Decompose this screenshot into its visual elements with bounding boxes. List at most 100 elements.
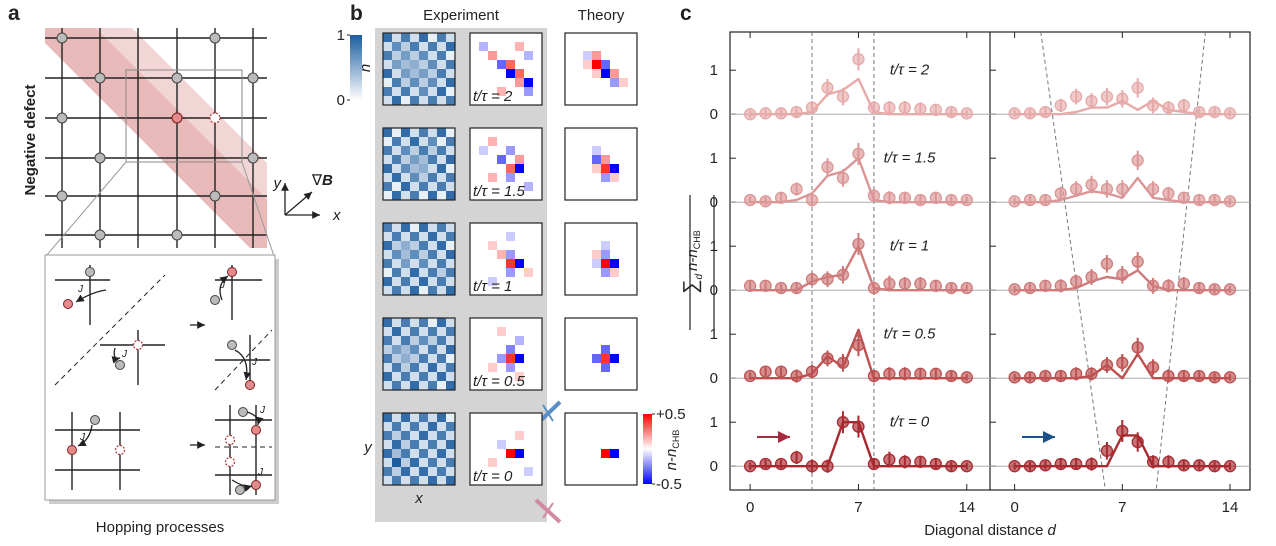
- density-cell: [410, 327, 420, 337]
- density-cell: [410, 173, 420, 183]
- density-cell: [383, 363, 393, 373]
- density-cell: [383, 78, 393, 88]
- density-cell: [428, 223, 438, 233]
- data-point: [1177, 369, 1190, 383]
- data-point: [1100, 444, 1114, 457]
- density-cell: [419, 146, 429, 156]
- data-point: [805, 193, 819, 207]
- density-cell: [428, 363, 438, 373]
- lattice-part: [171, 112, 183, 124]
- density-cell: [401, 69, 411, 79]
- density-cell: [410, 69, 420, 79]
- data-point: [1039, 369, 1052, 383]
- data-point: [1085, 270, 1098, 284]
- density-cell: [437, 182, 447, 192]
- x-axis-label: Diagonal distance d: [924, 522, 1056, 539]
- theory-cell: [592, 69, 601, 78]
- density-cell: [410, 440, 420, 450]
- difference-cell: [515, 42, 524, 51]
- difference-cell: [488, 363, 497, 372]
- data-point: [1162, 455, 1175, 468]
- density-cell: [419, 128, 429, 138]
- density-cell: [446, 467, 456, 477]
- data-point: [945, 460, 958, 473]
- hopping-diagrams-part: [235, 485, 245, 495]
- data-point: [743, 108, 757, 121]
- hopping-diagrams-part: [246, 411, 264, 426]
- density-cell: [392, 223, 402, 233]
- y-tick-label: 1: [710, 414, 718, 431]
- data-point: [790, 451, 803, 464]
- colorbar-tick-label: 0: [337, 92, 345, 109]
- data-point: [1131, 435, 1144, 449]
- density-cell: [383, 381, 393, 391]
- difference-cell: [506, 250, 515, 259]
- density-cell: [392, 318, 402, 328]
- difference-cell: [506, 232, 515, 241]
- data-point: [945, 105, 958, 119]
- data-point: [774, 457, 788, 471]
- density-cell: [419, 173, 429, 183]
- data-point: [1039, 279, 1052, 292]
- x-axis-label-text: Diagonal distance: [924, 522, 1043, 539]
- density-cell: [410, 250, 420, 260]
- y-tick-label: 1: [710, 326, 718, 343]
- density-cell: [401, 381, 411, 391]
- density-cell: [446, 449, 456, 459]
- density-cell: [401, 128, 411, 138]
- difference-cell: [497, 354, 506, 363]
- theory-cell: [601, 345, 610, 354]
- density-cell: [428, 241, 438, 251]
- density-cell: [419, 327, 429, 337]
- data-point: [821, 460, 834, 473]
- density-cell: [410, 422, 420, 432]
- density-cell: [437, 354, 447, 364]
- theory-cell: [601, 164, 610, 173]
- time-label: t/τ = 1: [473, 278, 512, 295]
- hopping-diagrams-part: [234, 349, 252, 381]
- theory-cell: [592, 51, 601, 60]
- data-point: [1070, 90, 1083, 103]
- density-cell: [401, 232, 411, 242]
- axes-icon: y x ∇B: [273, 172, 342, 224]
- density-cell: [383, 476, 393, 486]
- data-point: [1008, 195, 1021, 208]
- density-cell: [383, 137, 393, 147]
- data-point: [1039, 105, 1052, 119]
- density-cell: [428, 51, 438, 61]
- map-frame: [382, 32, 456, 106]
- data-point: [852, 53, 865, 66]
- column-heading: Theory: [578, 7, 625, 24]
- density-cell: [428, 191, 438, 201]
- y-tick-label: 0: [710, 370, 718, 387]
- difference-cell: [524, 87, 533, 96]
- data-point: [929, 457, 942, 471]
- hopping-diagrams: J J J J J J J: [54, 265, 273, 495]
- data-point: [1193, 193, 1206, 207]
- data-point: [960, 281, 973, 295]
- density-cell: [383, 60, 393, 70]
- density-cell: [392, 51, 402, 61]
- density-cell: [428, 381, 438, 391]
- density-cell: [392, 146, 402, 156]
- data-point: [1146, 99, 1160, 112]
- density-cell: [446, 277, 456, 287]
- density-cell: [437, 164, 447, 174]
- density-cell: [401, 372, 411, 382]
- density-cell: [401, 42, 411, 52]
- density-cell: [446, 381, 456, 391]
- x-axis-label-var: d: [1047, 522, 1056, 539]
- density-cell: [392, 42, 402, 52]
- density-cell: [410, 232, 420, 242]
- data-point: [836, 90, 850, 103]
- density-cell: [437, 78, 447, 88]
- data-point: [1100, 257, 1114, 270]
- density-cell: [428, 467, 438, 477]
- data-point: [1054, 279, 1067, 292]
- density-cell: [410, 146, 420, 156]
- density-cell: [383, 259, 393, 269]
- density-cell: [419, 440, 429, 450]
- density-cell: [446, 476, 456, 486]
- density-cell: [428, 173, 438, 183]
- density-cell: [401, 96, 411, 106]
